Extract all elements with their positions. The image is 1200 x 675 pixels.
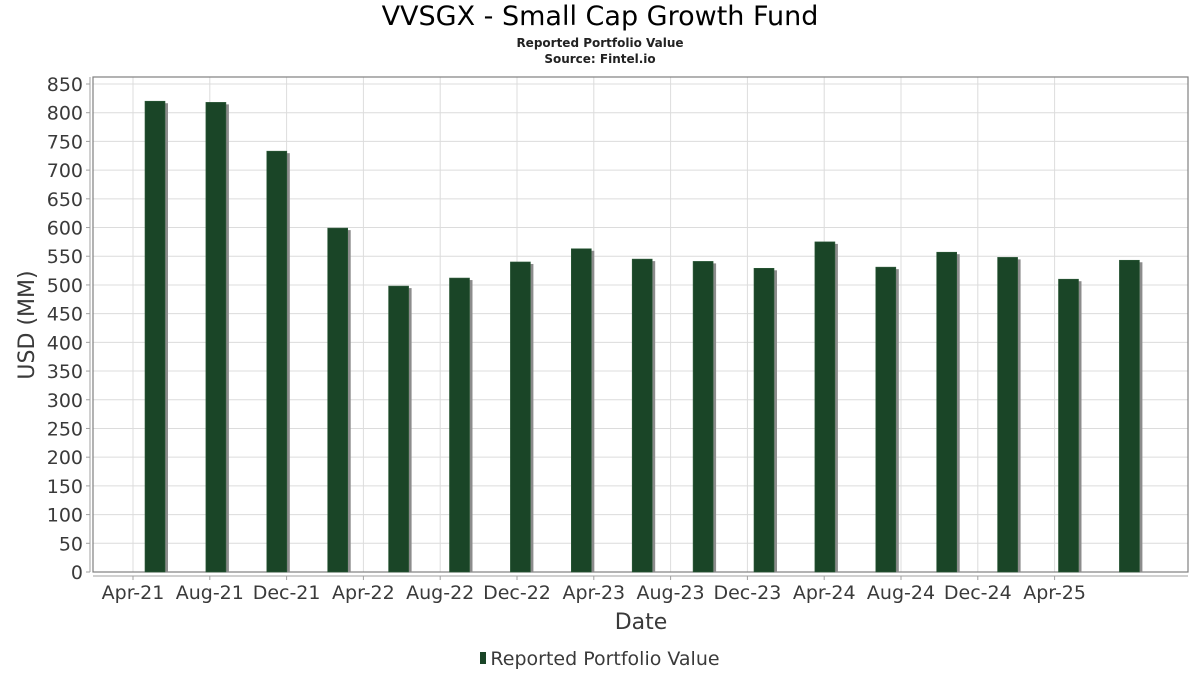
chart-source: Source: Fintel.io: [544, 52, 656, 66]
x-tick-label: Dec-22: [483, 582, 551, 604]
y-axis-ticks: 0 50 100 150 200 250 300 350 400 450 500 550 600 650 7…: [47, 74, 90, 584]
y-tick-label: 100: [47, 505, 83, 527]
y-tick-label: 550: [47, 246, 83, 268]
bar: [388, 285, 409, 573]
y-tick-label: 350: [47, 361, 83, 383]
y-tick-label: 700: [47, 160, 83, 182]
y-tick-label: 650: [47, 189, 83, 211]
y-tick-label: 0: [71, 562, 83, 584]
bar: [997, 257, 1018, 573]
x-tick-label: Apr-21: [102, 582, 165, 604]
bar: [1058, 278, 1079, 573]
bar: [936, 251, 958, 573]
y-tick-label: 800: [47, 103, 83, 125]
legend-label: Reported Portfolio Value: [490, 648, 720, 670]
bars: [144, 100, 1143, 573]
y-tick-label: 600: [47, 218, 83, 240]
y-tick-label: 300: [47, 390, 83, 412]
bar: [205, 102, 227, 573]
x-tick-label: Dec-23: [713, 582, 781, 604]
bar: [570, 248, 592, 573]
bar: [875, 266, 897, 573]
x-tick-label: Apr-24: [793, 582, 856, 604]
x-tick-label: Aug-24: [867, 582, 935, 604]
x-tick-label: Apr-22: [332, 582, 395, 604]
chart-subtitle: Reported Portfolio Value: [516, 36, 684, 50]
bar: [631, 258, 653, 573]
bar: [449, 277, 470, 573]
x-tick-label: Aug-21: [176, 582, 244, 604]
legend-swatch: [480, 652, 487, 664]
y-tick-label: 850: [47, 74, 83, 96]
x-tick-label: Dec-21: [253, 582, 321, 604]
bar: [692, 261, 714, 573]
y-tick-label: 150: [47, 476, 83, 498]
bar: [144, 100, 166, 573]
y-tick-label: 750: [47, 131, 83, 153]
y-axis-title: USD (MM): [15, 270, 40, 379]
x-tick-label: Aug-23: [637, 582, 705, 604]
y-tick-label: 400: [47, 332, 83, 354]
y-tick-label: 500: [47, 275, 83, 297]
x-axis-title: Date: [615, 610, 668, 635]
x-tick-label: Aug-22: [406, 582, 474, 604]
x-tick-label: Dec-24: [944, 582, 1012, 604]
y-tick-label: 50: [59, 533, 83, 555]
bar: [753, 267, 775, 573]
x-axis-ticks: Apr-21 Aug-21 Dec-21 Apr-22 Aug-22 Dec-22 Apr-…: [102, 576, 1086, 604]
bar: [1119, 259, 1140, 573]
legend: Reported Portfolio Value: [0, 648, 1200, 670]
x-tick-label: Apr-25: [1023, 582, 1086, 604]
bar: [266, 150, 288, 573]
bar: [814, 241, 836, 573]
y-tick-label: 200: [47, 447, 83, 469]
chart-title: VVSGX - Small Cap Growth Fund: [381, 1, 819, 32]
y-tick-label: 450: [47, 304, 83, 326]
x-tick-label: Apr-23: [562, 582, 625, 604]
bar: [510, 261, 531, 573]
bar: [327, 227, 349, 573]
y-tick-label: 250: [47, 418, 83, 440]
